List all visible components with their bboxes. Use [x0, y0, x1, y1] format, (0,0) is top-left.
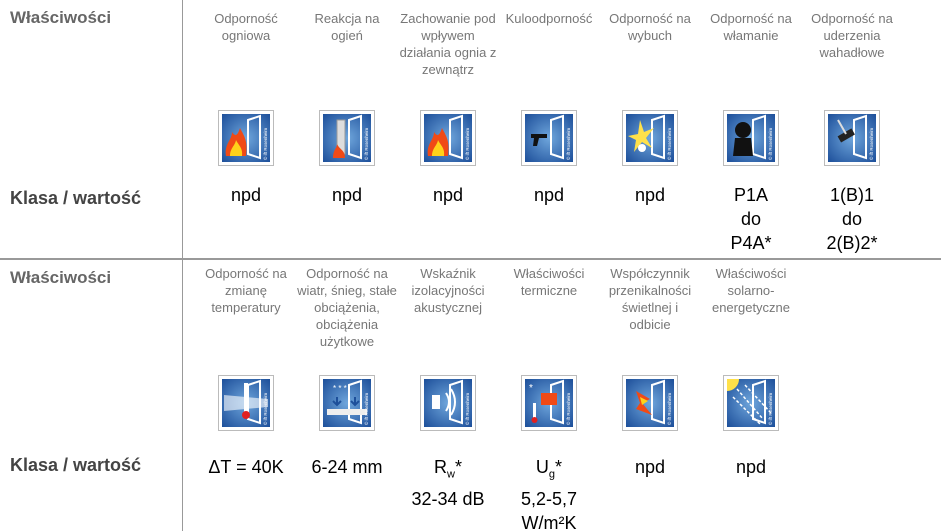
property-icon: © ift Rosenheim: [521, 375, 577, 431]
property-name: Kuloodporność: [499, 10, 599, 27]
property-name: Odporność na wybuch: [600, 10, 700, 44]
value-line: 6-24 mm: [295, 455, 399, 479]
value-line: 1(B)1: [800, 183, 904, 207]
icon-credit: © ift Rosenheim: [262, 393, 268, 425]
icon-credit: © ift Rosenheim: [363, 128, 369, 160]
icon-credit: © ift Rosenheim: [565, 393, 571, 425]
value: 6-24 mm: [295, 455, 399, 479]
value-symbol: R: [434, 457, 447, 477]
property-icon: © ift Rosenheim: [420, 110, 476, 166]
value-line: do: [699, 207, 803, 231]
property-icon: © ift Rosenheim: [218, 110, 274, 166]
property-icon: © ift Rosenheim: [319, 375, 375, 431]
value: npd: [497, 183, 601, 207]
value-line: npd: [699, 455, 803, 479]
value: Rw*32-34 dB: [396, 455, 500, 511]
icon-credit: © ift Rosenheim: [565, 128, 571, 160]
icon-credit: © ift Rosenheim: [767, 128, 773, 160]
value: npd: [396, 183, 500, 207]
divider: [182, 0, 183, 531]
value-suffix: *: [455, 457, 462, 477]
divider: [0, 258, 941, 260]
value: npd: [598, 455, 702, 479]
property-icon: © ift Rosenheim: [521, 110, 577, 166]
value-line: Ug*: [497, 455, 601, 487]
value-line: 32-34 dB: [396, 487, 500, 511]
value-line: npd: [497, 183, 601, 207]
icon-credit: © ift Rosenheim: [666, 128, 672, 160]
section-label: Właściwości: [10, 8, 111, 28]
property-name: Zachowanie pod wpływem działania ognia z…: [398, 10, 498, 78]
value: npd: [194, 183, 298, 207]
value-line: Rw*: [396, 455, 500, 487]
icon-credit: © ift Rosenheim: [666, 393, 672, 425]
value-line: npd: [598, 455, 702, 479]
value-line: P4A*: [699, 231, 803, 255]
property-icon: © ift Rosenheim: [723, 110, 779, 166]
value-symbol: U: [536, 457, 549, 477]
value: ΔT = 40K: [194, 455, 298, 479]
property-name: Właściwości solarno-energetyczne: [701, 265, 801, 316]
property-name: Współczynnik przenikalności świetlnej i …: [600, 265, 700, 333]
value-line: 2(B)2*: [800, 231, 904, 255]
property-icon: © ift Rosenheim: [218, 375, 274, 431]
property-name: Odporność ogniowa: [196, 10, 296, 44]
class-label: Klasa / wartość: [10, 188, 141, 209]
value: npd: [699, 455, 803, 479]
class-label: Klasa / wartość: [10, 455, 141, 476]
value-suffix: *: [555, 457, 562, 477]
value-line: do: [800, 207, 904, 231]
property-name: Odporność na zmianę temperatury: [196, 265, 296, 316]
property-name: Odporność na wiatr, śnieg, stałe obciąże…: [297, 265, 397, 350]
value-line: npd: [194, 183, 298, 207]
value-subscript: w: [447, 469, 455, 481]
value-line: ΔT = 40K: [194, 455, 298, 479]
value: npd: [295, 183, 399, 207]
value-line: npd: [295, 183, 399, 207]
property-name: Reakcja na ogień: [297, 10, 397, 44]
icon-credit: © ift Rosenheim: [363, 393, 369, 425]
page: * * * * WłaściwościKlasa / wartośćOdporn…: [0, 0, 941, 531]
icon-credit: © ift Rosenheim: [262, 128, 268, 160]
property-icon: © ift Rosenheim: [723, 375, 779, 431]
value: npd: [598, 183, 702, 207]
property-icon: © ift Rosenheim: [622, 110, 678, 166]
property-icon: © ift Rosenheim: [824, 110, 880, 166]
icon-credit: © ift Rosenheim: [464, 393, 470, 425]
icon-credit: © ift Rosenheim: [868, 128, 874, 160]
icon-credit: © ift Rosenheim: [464, 128, 470, 160]
value-line: W/m²K: [497, 511, 601, 531]
icon-credit: © ift Rosenheim: [767, 393, 773, 425]
property-name: Odporność na włamanie: [701, 10, 801, 44]
property-name: Właściwości termiczne: [499, 265, 599, 299]
property-icon: © ift Rosenheim: [420, 375, 476, 431]
value-line: P1A: [699, 183, 803, 207]
property-icon: © ift Rosenheim: [622, 375, 678, 431]
value-line: 5,2-5,7: [497, 487, 601, 511]
property-icon: © ift Rosenheim: [319, 110, 375, 166]
section-label: Właściwości: [10, 268, 111, 288]
value-line: npd: [598, 183, 702, 207]
property-name: Wskaźnik izolacyjności akustycznej: [398, 265, 498, 316]
property-name: Odporność na uderzenia wahadłowe: [802, 10, 902, 61]
value-line: npd: [396, 183, 500, 207]
